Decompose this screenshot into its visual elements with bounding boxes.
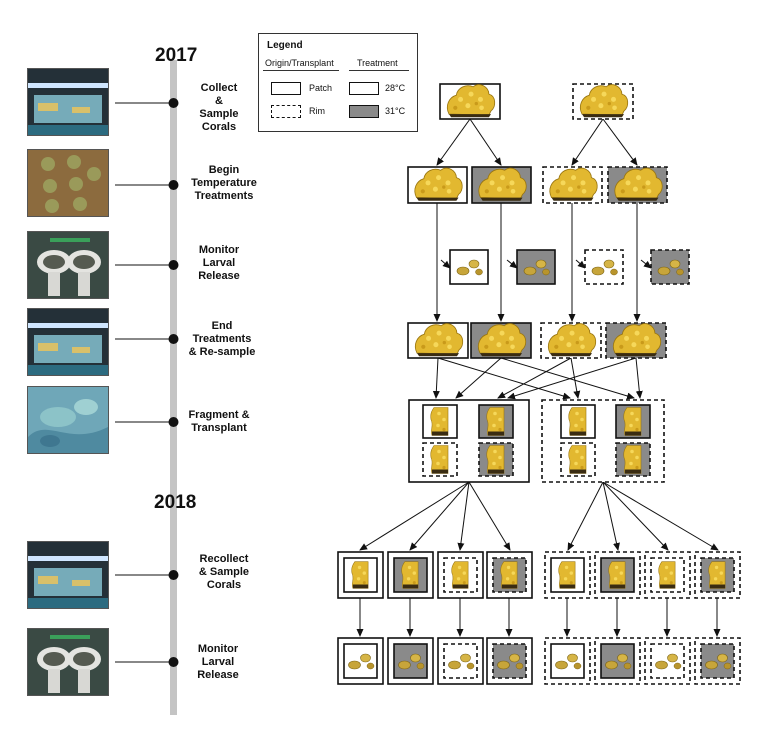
flow-arrow: [602, 118, 638, 166]
recollected-fragment: [492, 557, 527, 593]
step-label-fragment-transplant: Fragment & Transplant: [188, 409, 250, 434]
legend-title: Legend: [267, 40, 303, 51]
legend-rim-swatch: [271, 105, 301, 118]
flow-arrow: [469, 118, 502, 166]
recollected-fragment: [343, 557, 378, 593]
larvae-inner: [393, 643, 428, 679]
step-photo-coral-fragments: [27, 149, 109, 217]
flow-arrow: [437, 357, 571, 400]
larvae-inner: [550, 643, 585, 679]
step-label-begin-treatments: Begin Temperature Treatments: [191, 164, 257, 202]
flow-arrow: [575, 259, 586, 269]
timeline-dot: [168, 417, 179, 427]
recollected-fragment: [600, 557, 635, 593]
flow-arrow: [440, 259, 451, 269]
transplant-fragment: [560, 442, 596, 477]
step-photo-aquarium-tank: [27, 68, 109, 136]
transplant-fragment: [422, 442, 458, 477]
legend-patch-label: Patch: [309, 83, 333, 93]
larvae-inner: [443, 643, 478, 679]
step-label-monitor-larvae-2: Monitor Larval Release: [197, 643, 239, 681]
flow-arrow: [457, 481, 470, 551]
timeline-dot: [168, 98, 179, 108]
larvae-inner: [650, 643, 685, 679]
legend-treatment-header: Treatment: [357, 58, 398, 68]
larvae-inner: [700, 643, 735, 679]
larvae-box: [516, 249, 556, 285]
colony-rim: [572, 83, 634, 120]
flow-arrow: [500, 357, 635, 400]
step-label-recollect: Recollect & Sample Corals: [198, 553, 250, 591]
transplant-fragment: [422, 404, 458, 439]
transplant-fragment: [478, 442, 514, 477]
resample-colony: [605, 322, 667, 359]
legend-28c-label: 28°C: [385, 83, 406, 93]
step-photo-larval-cups-2: [27, 628, 109, 696]
timeline-bar: [170, 60, 177, 715]
flow-arrow: [497, 357, 572, 399]
step-photo-reef-underwater: [27, 386, 109, 454]
larvae-inner: [343, 643, 378, 679]
flow-arrow: [567, 481, 604, 551]
flow-arrow: [571, 118, 604, 166]
resample-colony: [470, 322, 532, 359]
treatment-colony: [607, 166, 668, 204]
year-label-2018: 2018: [154, 492, 197, 513]
flow-arrow: [468, 481, 511, 551]
step-label-end-treatments: End Treatments & Re-sample: [188, 320, 256, 358]
step-photo-aquarium-tank-3: [27, 541, 109, 609]
recollected-fragment: [650, 557, 685, 593]
step-label-monitor-larvae: Monitor Larval Release: [198, 244, 240, 282]
recollected-fragment: [550, 557, 585, 593]
flow-arrow: [602, 481, 620, 551]
flow-arrow: [359, 481, 470, 551]
transplant-fragment: [478, 404, 514, 439]
legend-origin-header: Origin/Transplant: [265, 58, 334, 68]
timeline-dot: [168, 334, 179, 344]
year-label-2017: 2017: [155, 45, 198, 66]
flow-arrow: [436, 118, 471, 166]
larvae-box: [584, 249, 624, 285]
flow-arrow: [507, 357, 637, 400]
step-photo-larval-cups: [27, 231, 109, 299]
colony-patch: [439, 83, 501, 120]
legend-31c-swatch: [349, 105, 379, 118]
larvae-box: [449, 249, 489, 285]
legend-31c-label: 31°C: [385, 106, 406, 116]
flow-arrow: [602, 481, 719, 551]
flow-arrow: [409, 481, 470, 551]
legend-patch-swatch: [271, 82, 301, 95]
larvae-inner: [492, 643, 527, 679]
flow-arrow: [602, 481, 669, 551]
transplant-fragment: [615, 404, 651, 439]
resample-colony: [407, 322, 469, 359]
flow-arrow: [506, 259, 518, 269]
step-photo-aquarium-tank-2: [27, 308, 109, 376]
flow-arrow: [432, 357, 440, 399]
step-label-collect: Collect & Sample Corals: [199, 82, 239, 133]
recollected-fragment: [393, 557, 428, 593]
resample-colony: [540, 322, 602, 359]
larvae-box: [650, 249, 690, 285]
legend-rim-label: Rim: [309, 106, 325, 116]
treatment-colony: [542, 166, 603, 204]
legend-28c-swatch: [349, 82, 379, 95]
timeline-dot: [168, 657, 179, 667]
flow-arrow: [570, 357, 581, 399]
timeline-dot: [168, 260, 179, 270]
timeline-dot: [168, 570, 179, 580]
larvae-inner: [600, 643, 635, 679]
treatment-colony: [471, 166, 532, 204]
transplant-fragment: [615, 442, 651, 477]
recollected-fragment: [443, 557, 478, 593]
treatment-colony: [407, 166, 468, 204]
timeline-dot: [168, 180, 179, 190]
transplant-fragment: [560, 404, 596, 439]
flow-arrow: [640, 259, 652, 269]
recollected-fragment: [700, 557, 735, 593]
flow-arrow: [635, 357, 643, 399]
flow-arrow: [455, 357, 502, 399]
legend: Legend Origin/Transplant Treatment Patch…: [258, 33, 418, 132]
